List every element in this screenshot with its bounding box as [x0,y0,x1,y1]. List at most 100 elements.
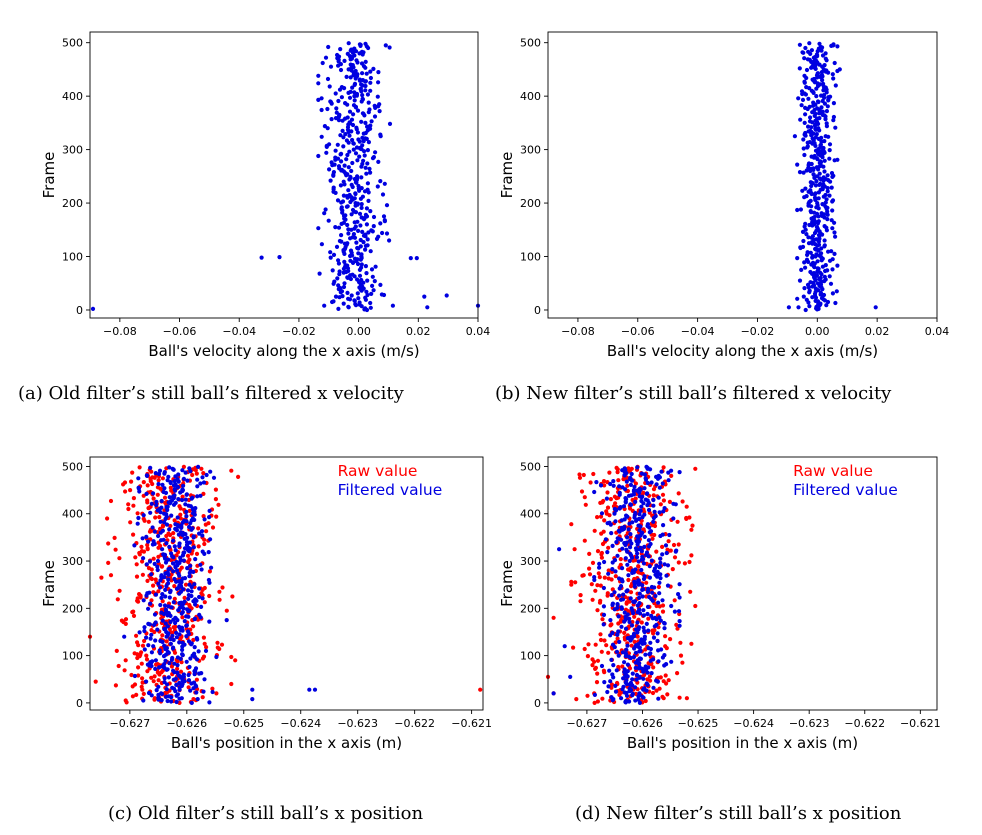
data-point [359,202,364,207]
data-point [598,637,604,643]
data-point [596,571,601,576]
x-axis-label: Ball's velocity along the x axis (m/s) [148,342,419,360]
data-point [814,58,819,64]
data-point [325,76,331,82]
data-point [586,642,591,647]
data-point [666,478,671,483]
data-point [174,553,179,558]
data-point [323,207,328,212]
data-point [119,618,124,623]
y-tick-label: 200 [520,197,541,210]
data-point [387,45,392,50]
data-point [814,52,820,57]
x-tick-label: 0.02 [865,325,890,338]
data-point-outlier [551,615,556,620]
data-point [355,219,360,224]
data-point [199,567,204,572]
data-point [646,586,651,592]
data-point [658,556,663,561]
data-point-outlier [873,305,878,310]
y-tick-label: 500 [62,460,83,473]
data-point [352,46,357,51]
data-point [202,641,207,646]
data-point [803,112,808,117]
data-point [141,516,146,522]
data-point [634,677,639,682]
data-point [641,608,646,613]
data-point [662,620,667,626]
data-point [667,499,673,504]
data-point [371,214,377,220]
data-point [813,135,819,140]
data-point [204,529,209,534]
data-point-outlier [551,691,556,696]
data-point [802,120,807,125]
data-point [160,476,165,481]
data-point [676,592,681,597]
plot-frame [89,31,479,319]
data-point [215,640,220,645]
data-point [604,643,609,648]
data-point [677,695,682,700]
data-point [624,540,629,545]
data-point [831,118,836,123]
data-point [639,620,644,625]
data-point [380,230,385,236]
data-point [627,599,632,604]
data-point [649,584,655,590]
data-point [187,602,192,608]
data-point [595,583,600,588]
data-point [113,547,118,552]
data-point [151,491,156,496]
data-point [626,577,631,583]
data-point [633,650,639,655]
data-point [319,96,324,101]
data-point [359,205,364,210]
data-point [170,561,176,566]
data-point [637,595,642,601]
data-point [657,510,662,515]
data-point [368,249,373,254]
data-point [825,212,830,217]
x-tick-label: −0.625 [678,717,719,730]
data-point [378,282,383,287]
data-point [151,644,156,649]
data-point [804,67,810,73]
data-point [181,558,186,563]
data-point [357,273,363,278]
data-point [600,617,605,622]
data-point [144,534,149,540]
data-point [181,464,186,469]
data-point [164,646,169,651]
data-point [813,111,818,116]
data-point [160,592,165,597]
data-point [139,684,144,689]
data-point [184,659,189,664]
data-point [585,654,591,659]
data-point [197,594,202,600]
data-point [632,484,637,489]
data-point [346,304,351,309]
data-point [669,473,674,478]
data-point [635,534,640,539]
data-point [162,662,167,667]
x-axis-label: Ball's position in the x axis (m) [627,734,858,752]
data-point [376,234,381,239]
data-point [338,183,343,188]
data-point [829,185,834,190]
data-point [830,226,835,231]
data-point [817,41,822,46]
data-point [627,558,632,564]
data-point [689,641,694,646]
data-point [131,503,136,508]
data-point [819,211,824,216]
data-point [631,488,637,493]
data-point [200,475,205,480]
data-point [336,118,342,123]
data-point [201,635,206,640]
data-point [156,678,161,683]
data-point [671,516,676,521]
data-point [168,588,173,593]
data-point [660,492,666,497]
data-point [132,673,137,679]
